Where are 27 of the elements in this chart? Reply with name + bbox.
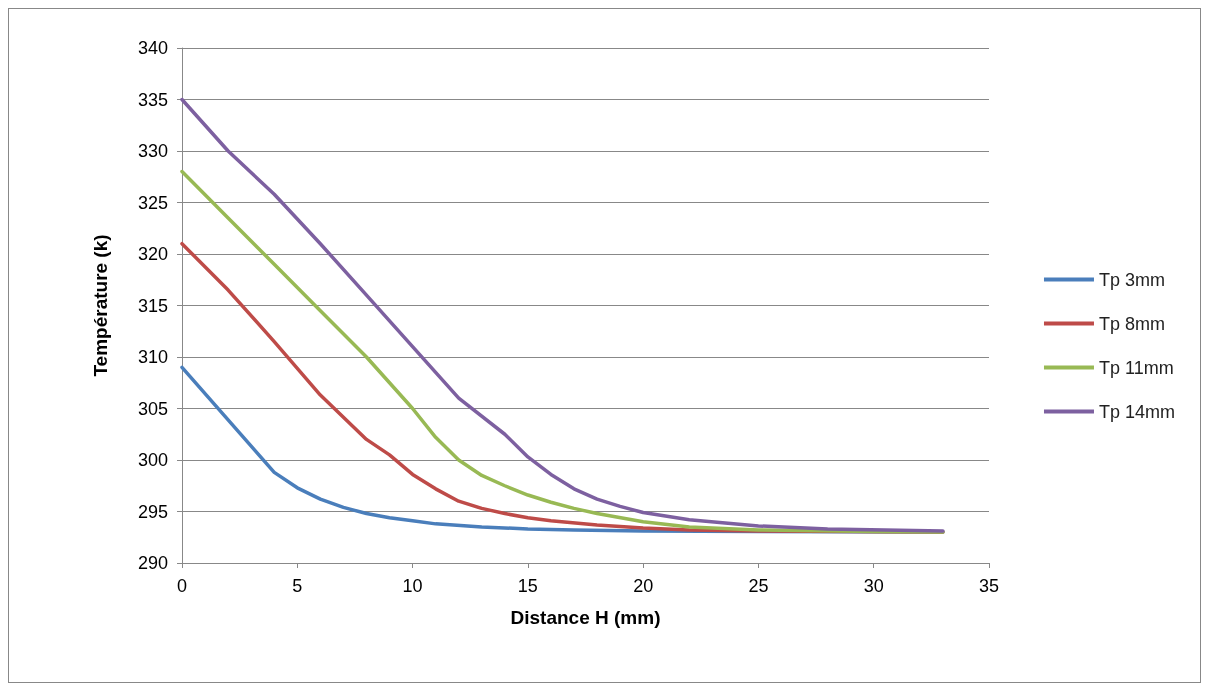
line-series bbox=[180, 169, 945, 534]
y-tick-label: 310 bbox=[137, 347, 168, 367]
x-tick-label: 20 bbox=[633, 576, 654, 596]
line-series bbox=[180, 97, 945, 533]
x-tick-label: 5 bbox=[292, 576, 303, 596]
x-tick-label: 0 bbox=[176, 576, 188, 596]
y-tick-label: 320 bbox=[137, 244, 168, 264]
legend-label: Tp 8mm bbox=[1098, 313, 1165, 334]
x-tick-label: 30 bbox=[863, 576, 884, 596]
x-axis-title: Distance H (mm) bbox=[510, 607, 661, 628]
y-tick-label: 295 bbox=[137, 501, 168, 522]
y-tick-label: 315 bbox=[137, 295, 168, 316]
legend-label: Tp 3mm bbox=[1098, 269, 1165, 290]
y-axis-title: Température (k) bbox=[90, 234, 111, 377]
y-tick-label: 340 bbox=[137, 38, 168, 58]
x-tick-label: 10 bbox=[402, 576, 423, 596]
y-tick-label: 325 bbox=[137, 192, 168, 213]
y-tick-label: 335 bbox=[137, 89, 168, 110]
legend-label: Tp 11mm bbox=[1098, 357, 1174, 378]
y-tick-label: 300 bbox=[137, 450, 168, 470]
x-tick-label: 35 bbox=[978, 576, 1000, 596]
y-tick-label: 330 bbox=[137, 141, 168, 161]
y-tick-label: 305 bbox=[137, 398, 168, 419]
y-tick-label: 290 bbox=[137, 553, 168, 573]
legend-label: Tp 14mm bbox=[1098, 401, 1176, 422]
x-tick-label: 15 bbox=[517, 576, 538, 596]
x-tick-label: 25 bbox=[748, 576, 769, 596]
